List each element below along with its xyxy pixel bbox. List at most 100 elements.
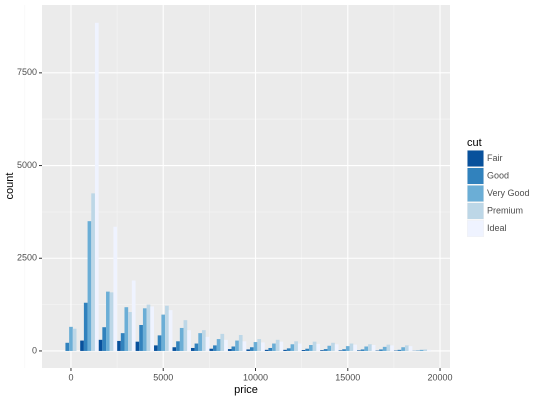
legend-label: Ideal: [487, 223, 507, 233]
bar: [320, 350, 324, 351]
bar: [94, 22, 99, 351]
x-tick-label: 0: [68, 372, 73, 382]
bar: [106, 291, 110, 351]
y-axis-title: count: [4, 173, 16, 200]
bar: [157, 335, 162, 351]
bar: [216, 339, 221, 351]
bar: [220, 333, 225, 351]
bar: [205, 336, 210, 351]
bar: [338, 350, 343, 351]
bar: [253, 342, 258, 351]
bar: [261, 342, 265, 351]
x-tick-label: 10000: [243, 372, 268, 382]
bar: [172, 347, 177, 351]
bar: [368, 344, 372, 351]
bar: [268, 347, 273, 351]
bar: [65, 342, 70, 351]
legend-label: Very Good: [487, 188, 530, 198]
bar: [80, 340, 84, 351]
bar: [165, 305, 169, 351]
bar: [87, 221, 92, 351]
bar: [257, 339, 262, 351]
bar: [69, 326, 73, 351]
bar: [91, 193, 95, 351]
bar: [279, 341, 284, 351]
bar: [342, 349, 346, 351]
bar: [161, 314, 166, 351]
bar: [408, 346, 413, 351]
bar: [327, 345, 332, 351]
legend-swatch: [467, 185, 484, 202]
legend-swatch: [467, 203, 484, 219]
bar: [312, 341, 317, 351]
bar: [309, 345, 313, 351]
legend-label: Fair: [487, 153, 503, 163]
bar: [98, 339, 103, 351]
bar: [397, 349, 402, 351]
bar: [209, 348, 214, 351]
bar: [353, 344, 357, 351]
bar: [360, 349, 365, 351]
bar: [390, 345, 394, 351]
legend-swatch: [467, 168, 484, 184]
bar: [301, 350, 306, 351]
bar: [231, 346, 236, 351]
bar: [404, 345, 409, 351]
bar: [345, 346, 350, 351]
bar: [386, 344, 391, 351]
bar: [150, 306, 155, 351]
bar: [72, 328, 77, 351]
bar: [139, 324, 143, 351]
x-tick-label: 20000: [428, 372, 453, 382]
bar: [224, 339, 228, 351]
y-tick-label: 7500: [17, 67, 37, 77]
bar: [198, 333, 202, 351]
x-tick-label: 15000: [335, 372, 360, 382]
bar: [131, 280, 136, 351]
x-axis-title: price: [234, 384, 258, 396]
bar: [146, 304, 151, 351]
bar: [242, 341, 247, 351]
bar: [419, 349, 424, 351]
bar: [297, 343, 302, 351]
x-tick-label: 5000: [153, 372, 173, 382]
bar: [290, 344, 295, 351]
bar: [213, 345, 217, 351]
bar: [246, 349, 250, 351]
bar: [176, 341, 180, 351]
bar: [371, 345, 376, 351]
bar: [194, 343, 199, 351]
y-tick-label: 2500: [17, 253, 37, 263]
bar: [349, 343, 354, 351]
legend-swatch: [467, 150, 484, 167]
bar: [316, 343, 321, 351]
bar: [179, 327, 184, 351]
bar: [120, 333, 125, 351]
panel: [42, 5, 450, 368]
bar: [334, 344, 339, 351]
bar: [109, 292, 114, 351]
bar: [154, 345, 158, 351]
bar: [83, 302, 88, 351]
bar: [190, 347, 195, 351]
bar: [275, 339, 280, 351]
bar: [379, 349, 383, 351]
bar: [201, 330, 206, 351]
legend-label: Premium: [487, 205, 523, 215]
bar: [249, 347, 254, 351]
bar: [331, 342, 335, 351]
bar: [323, 349, 328, 351]
bar: [187, 330, 191, 351]
bar: [135, 341, 140, 351]
bar: [142, 308, 147, 351]
y-tick-label: 5000: [17, 160, 37, 170]
bar: [423, 349, 428, 351]
y-tick-label: 0: [32, 345, 37, 355]
bar: [227, 349, 232, 351]
bar: [238, 335, 243, 351]
bar: [128, 312, 132, 351]
bar: [305, 348, 310, 351]
bar: [168, 310, 173, 351]
bar: [382, 346, 387, 351]
